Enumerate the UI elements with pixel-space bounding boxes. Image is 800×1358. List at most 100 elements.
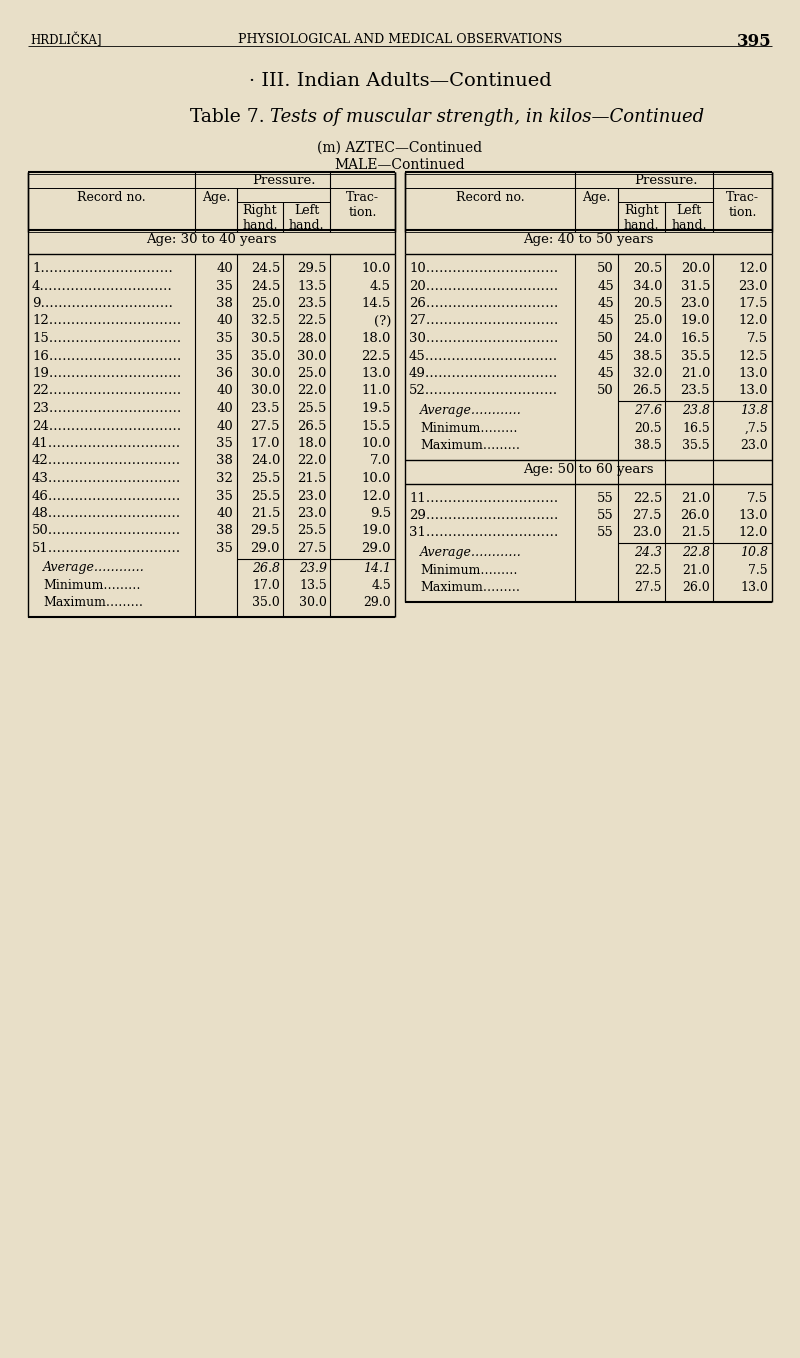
Text: Trac-
tion.: Trac- tion.: [726, 191, 759, 219]
Text: 16…………………………: 16…………………………: [32, 349, 182, 363]
Text: Maximum………: Maximum………: [43, 596, 143, 610]
Text: 19.0: 19.0: [362, 524, 391, 538]
Text: 27.6: 27.6: [634, 403, 662, 417]
Text: 27.5: 27.5: [634, 581, 662, 593]
Text: 35: 35: [216, 331, 233, 345]
Text: 55: 55: [598, 527, 614, 539]
Text: 55: 55: [598, 509, 614, 521]
Text: 29.0: 29.0: [363, 596, 391, 610]
Text: Minimum………: Minimum………: [420, 564, 518, 577]
Text: 32: 32: [216, 473, 233, 485]
Text: Record no.: Record no.: [77, 191, 146, 204]
Text: 10.0: 10.0: [362, 262, 391, 276]
Text: 26.8: 26.8: [252, 561, 280, 574]
Text: 23.8: 23.8: [682, 403, 710, 417]
Text: MALE—Continued: MALE—Continued: [334, 158, 466, 172]
Text: 26.0: 26.0: [682, 581, 710, 593]
Text: 13.5: 13.5: [299, 579, 327, 592]
Text: 38: 38: [216, 455, 233, 467]
Text: 30…………………………: 30…………………………: [409, 331, 558, 345]
Text: 22.8: 22.8: [682, 546, 710, 559]
Text: 25.0: 25.0: [633, 315, 662, 327]
Text: 13.8: 13.8: [740, 403, 768, 417]
Text: 17.0: 17.0: [252, 579, 280, 592]
Text: 18.0: 18.0: [298, 437, 327, 449]
Text: 21.5: 21.5: [681, 527, 710, 539]
Text: 36: 36: [216, 367, 233, 380]
Text: Right
hand.: Right hand.: [242, 204, 278, 232]
Text: 22.0: 22.0: [298, 384, 327, 398]
Text: 19.5: 19.5: [362, 402, 391, 416]
Text: 30.0: 30.0: [250, 384, 280, 398]
Text: 22.5: 22.5: [362, 349, 391, 363]
Text: 24.5: 24.5: [250, 262, 280, 276]
Text: 20…………………………: 20…………………………: [409, 280, 558, 292]
Text: 15.5: 15.5: [362, 420, 391, 432]
Text: 29.0: 29.0: [250, 542, 280, 555]
Text: 16.5: 16.5: [682, 421, 710, 435]
Text: 24.3: 24.3: [634, 546, 662, 559]
Text: 20.5: 20.5: [634, 421, 662, 435]
Text: 40: 40: [216, 507, 233, 520]
Text: 13.5: 13.5: [298, 280, 327, 292]
Text: 35.5: 35.5: [681, 349, 710, 363]
Text: 12…………………………: 12…………………………: [32, 315, 182, 327]
Text: 45: 45: [598, 297, 614, 310]
Text: 7.0: 7.0: [370, 455, 391, 467]
Text: 35.0: 35.0: [252, 596, 280, 610]
Text: 45: 45: [598, 367, 614, 380]
Text: 24.0: 24.0: [250, 455, 280, 467]
Text: 21.0: 21.0: [681, 492, 710, 505]
Text: 27.5: 27.5: [250, 420, 280, 432]
Text: Left
hand.: Left hand.: [671, 204, 706, 232]
Text: 26…………………………: 26…………………………: [409, 297, 558, 310]
Text: 23.0: 23.0: [681, 297, 710, 310]
Text: 45…………………………: 45…………………………: [409, 349, 558, 363]
Text: 26.5: 26.5: [633, 384, 662, 398]
Text: 45: 45: [598, 315, 614, 327]
Text: Pressure.: Pressure.: [634, 174, 698, 187]
Text: 43…………………………: 43…………………………: [32, 473, 182, 485]
Text: 13.0: 13.0: [738, 509, 768, 521]
Text: 25.0: 25.0: [298, 367, 327, 380]
Text: 20.0: 20.0: [681, 262, 710, 276]
Text: 30.5: 30.5: [250, 331, 280, 345]
Text: Minimum………: Minimum………: [43, 579, 141, 592]
Text: 45: 45: [598, 280, 614, 292]
Text: 23.0: 23.0: [633, 527, 662, 539]
Text: 26.0: 26.0: [681, 509, 710, 521]
Text: 35: 35: [216, 437, 233, 449]
Text: 31…………………………: 31…………………………: [409, 527, 558, 539]
Text: 49…………………………: 49…………………………: [409, 367, 558, 380]
Text: 52…………………………: 52…………………………: [409, 384, 558, 398]
Text: 35: 35: [216, 349, 233, 363]
Text: 10.0: 10.0: [362, 437, 391, 449]
Text: 27.5: 27.5: [298, 542, 327, 555]
Text: 17.0: 17.0: [250, 437, 280, 449]
Text: 31.5: 31.5: [681, 280, 710, 292]
Text: 35.0: 35.0: [250, 349, 280, 363]
Text: 19…………………………: 19…………………………: [32, 367, 182, 380]
Text: 4…………………………: 4…………………………: [32, 280, 173, 292]
Text: 25.5: 25.5: [250, 489, 280, 502]
Text: 7.5: 7.5: [747, 331, 768, 345]
Text: 24…………………………: 24…………………………: [32, 420, 182, 432]
Text: Average…………: Average…………: [43, 561, 145, 574]
Text: Left
hand.: Left hand.: [289, 204, 324, 232]
Text: 23.0: 23.0: [740, 439, 768, 452]
Text: 30.0: 30.0: [298, 349, 327, 363]
Text: 51…………………………: 51…………………………: [32, 542, 182, 555]
Text: 7.5: 7.5: [747, 492, 768, 505]
Text: 23.0: 23.0: [298, 507, 327, 520]
Text: 35.5: 35.5: [682, 439, 710, 452]
Text: 23.0: 23.0: [738, 280, 768, 292]
Text: 12.5: 12.5: [738, 349, 768, 363]
Text: 7.5: 7.5: [748, 564, 768, 577]
Text: 40: 40: [216, 315, 233, 327]
Text: 38.5: 38.5: [633, 349, 662, 363]
Text: 10.0: 10.0: [362, 473, 391, 485]
Text: 21.5: 21.5: [250, 507, 280, 520]
Text: 30.0: 30.0: [250, 367, 280, 380]
Text: 22.5: 22.5: [633, 492, 662, 505]
Text: 13.0: 13.0: [740, 581, 768, 593]
